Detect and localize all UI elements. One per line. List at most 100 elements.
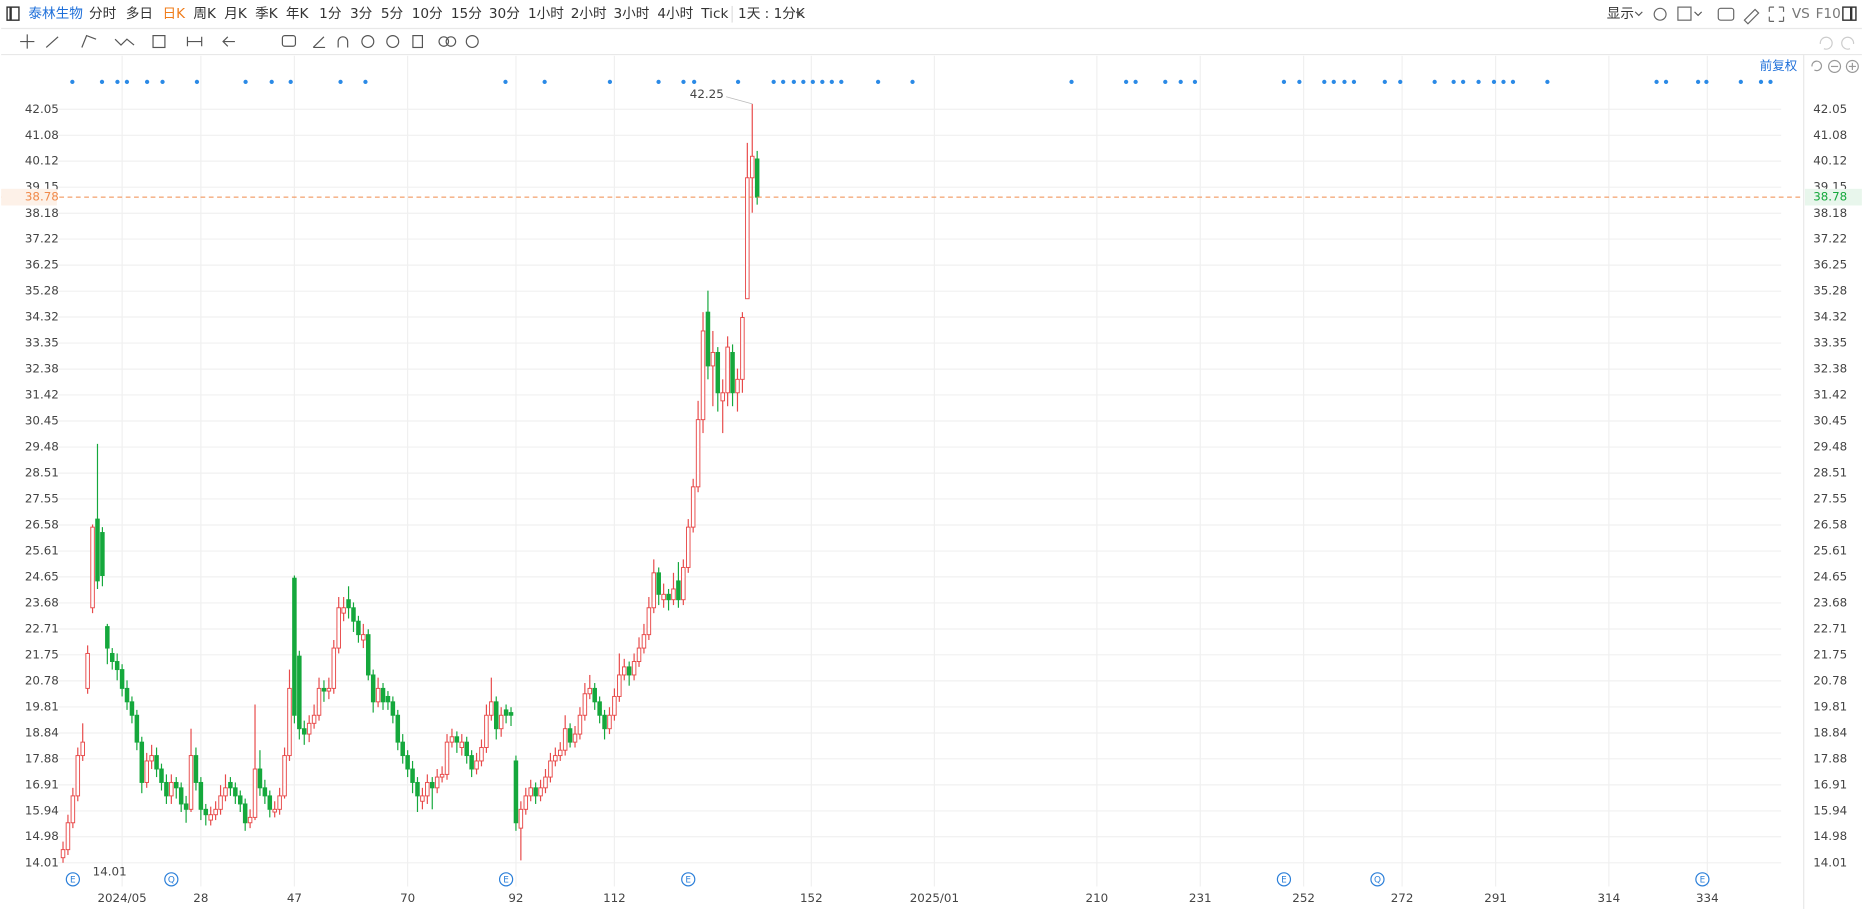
pattern-tool[interactable] <box>152 35 166 49</box>
period-tab[interactable]: 季K <box>255 6 279 22</box>
event-marker[interactable] <box>498 872 514 887</box>
note-tool[interactable] <box>281 35 297 47</box>
dropdown-caret <box>1634 11 1643 17</box>
candle-body <box>129 701 135 716</box>
sidebar-toggle[interactable] <box>6 6 20 21</box>
period-tabs: 分时 多日 日K 周K 月K 季K 年K 1分 3分 5分 10分 15分 30分 1小时 2小时 3小时 4小… <box>89 5 729 22</box>
f10-button[interactable]: F10 <box>1816 6 1841 22</box>
candle-body <box>100 532 105 576</box>
candle-body <box>577 714 583 735</box>
event-marker[interactable] <box>164 872 179 887</box>
camera-icon[interactable] <box>1717 7 1735 21</box>
redo[interactable] <box>1841 36 1855 50</box>
vs-button[interactable]: VS <box>1792 6 1810 22</box>
candle-body <box>730 351 735 394</box>
y-tick-label: 40.12 <box>25 154 59 168</box>
period-tab[interactable]: 3小时 <box>613 6 649 22</box>
draw-icon[interactable] <box>1743 8 1760 25</box>
candle-body <box>518 808 524 829</box>
period-tab[interactable]: 1小时 <box>528 6 564 22</box>
period-tab[interactable]: 月K <box>224 6 248 22</box>
period-tab[interactable]: 4小时 <box>657 6 693 22</box>
period-tab[interactable]: 30分 <box>489 6 520 22</box>
event-marker-label: Q <box>1374 875 1381 885</box>
signal-dot <box>735 79 741 85</box>
period-tab[interactable]: 日K <box>163 6 187 22</box>
candle-body <box>543 776 548 789</box>
layout-icon[interactable] <box>1677 6 1692 21</box>
y-tick-label: 28.51 <box>25 466 59 480</box>
y-tick-label: 15.94 <box>25 803 59 817</box>
angle-tool[interactable] <box>312 36 326 49</box>
period-tab[interactable]: 年K <box>286 6 310 22</box>
period-tab[interactable]: Tick <box>700 6 728 22</box>
event-marker[interactable] <box>1370 872 1385 887</box>
candle-body <box>508 712 514 716</box>
candle-body <box>198 781 204 810</box>
candle-body <box>651 572 657 609</box>
signal-dot <box>1382 79 1387 85</box>
period-tab[interactable]: 10分 <box>412 6 443 22</box>
display-menu[interactable]: 显示 <box>1607 6 1634 22</box>
event-marker[interactable] <box>1695 872 1710 887</box>
event-marker[interactable] <box>1276 872 1292 887</box>
interval-select[interactable]: 1天 : 1分K <box>738 6 806 22</box>
y-tick-label-right: 26.58 <box>1813 517 1847 531</box>
signal-dot <box>503 79 508 85</box>
arrow-tool[interactable] <box>222 36 235 47</box>
candle-body <box>582 693 588 716</box>
event-marker[interactable] <box>681 872 696 887</box>
lock-tool[interactable] <box>361 35 375 49</box>
stock-name[interactable]: 泰林生物 <box>28 6 82 22</box>
undo[interactable] <box>1819 36 1833 50</box>
x-tick-label: 112 <box>603 891 626 905</box>
period-tab[interactable]: 1分 <box>319 6 342 22</box>
period-tab[interactable]: 15分 <box>451 6 482 22</box>
period-tab[interactable]: 5分 <box>381 6 404 22</box>
event-marker[interactable] <box>65 872 80 887</box>
period-tab[interactable]: 周K <box>193 6 217 22</box>
y-tick-label: 25.61 <box>25 544 59 558</box>
y-tick-label-right: 14.01 <box>1813 855 1847 869</box>
zoom-out[interactable] <box>1828 59 1842 73</box>
wave-tool[interactable] <box>114 38 135 46</box>
candle-body <box>528 787 533 797</box>
period-tab[interactable]: 3分 <box>350 6 373 22</box>
magnet-tool[interactable] <box>337 36 349 48</box>
candle-body <box>262 787 268 797</box>
signal-dot <box>829 79 834 85</box>
period-tab[interactable]: 2小时 <box>571 6 607 22</box>
panel-toggle[interactable] <box>1842 6 1857 21</box>
candle-body <box>415 781 420 797</box>
candle-body <box>70 795 76 824</box>
y-tick-label: 23.68 <box>25 595 59 609</box>
event-marker-label: E <box>503 875 509 885</box>
fib-tool[interactable] <box>81 34 97 48</box>
y-tick-label-right: 33.35 <box>1813 336 1847 350</box>
candle-body <box>316 687 322 716</box>
y-tick-label-right: 36.25 <box>1813 258 1847 272</box>
signal-dot <box>1545 79 1550 85</box>
signal-dot <box>1331 79 1336 85</box>
x-tick-label: 70 <box>400 891 415 905</box>
delete-tool[interactable] <box>412 35 424 49</box>
reset-zoom[interactable] <box>1811 60 1822 72</box>
move-tool[interactable] <box>20 34 35 49</box>
fullscreen-icon[interactable] <box>1768 6 1785 22</box>
link-tool[interactable] <box>438 36 450 47</box>
tool-settings[interactable] <box>465 35 479 49</box>
period-tab[interactable]: 多日 <box>126 5 153 22</box>
hide-tool[interactable] <box>386 35 400 49</box>
settings-icon[interactable] <box>1653 7 1667 21</box>
y-tick-label-right: 29.48 <box>1813 440 1847 454</box>
candle-body <box>134 714 140 743</box>
signal-dot <box>1133 79 1138 85</box>
adjust-mode[interactable]: 前复权 <box>1760 58 1798 73</box>
period-tab[interactable]: 分时 <box>89 6 117 22</box>
candle-body <box>139 741 145 783</box>
range-tool[interactable] <box>186 36 203 47</box>
line-tool[interactable] <box>45 36 59 48</box>
candle-body <box>277 795 282 810</box>
zoom-in[interactable] <box>1845 59 1859 73</box>
candle-body <box>203 808 209 816</box>
